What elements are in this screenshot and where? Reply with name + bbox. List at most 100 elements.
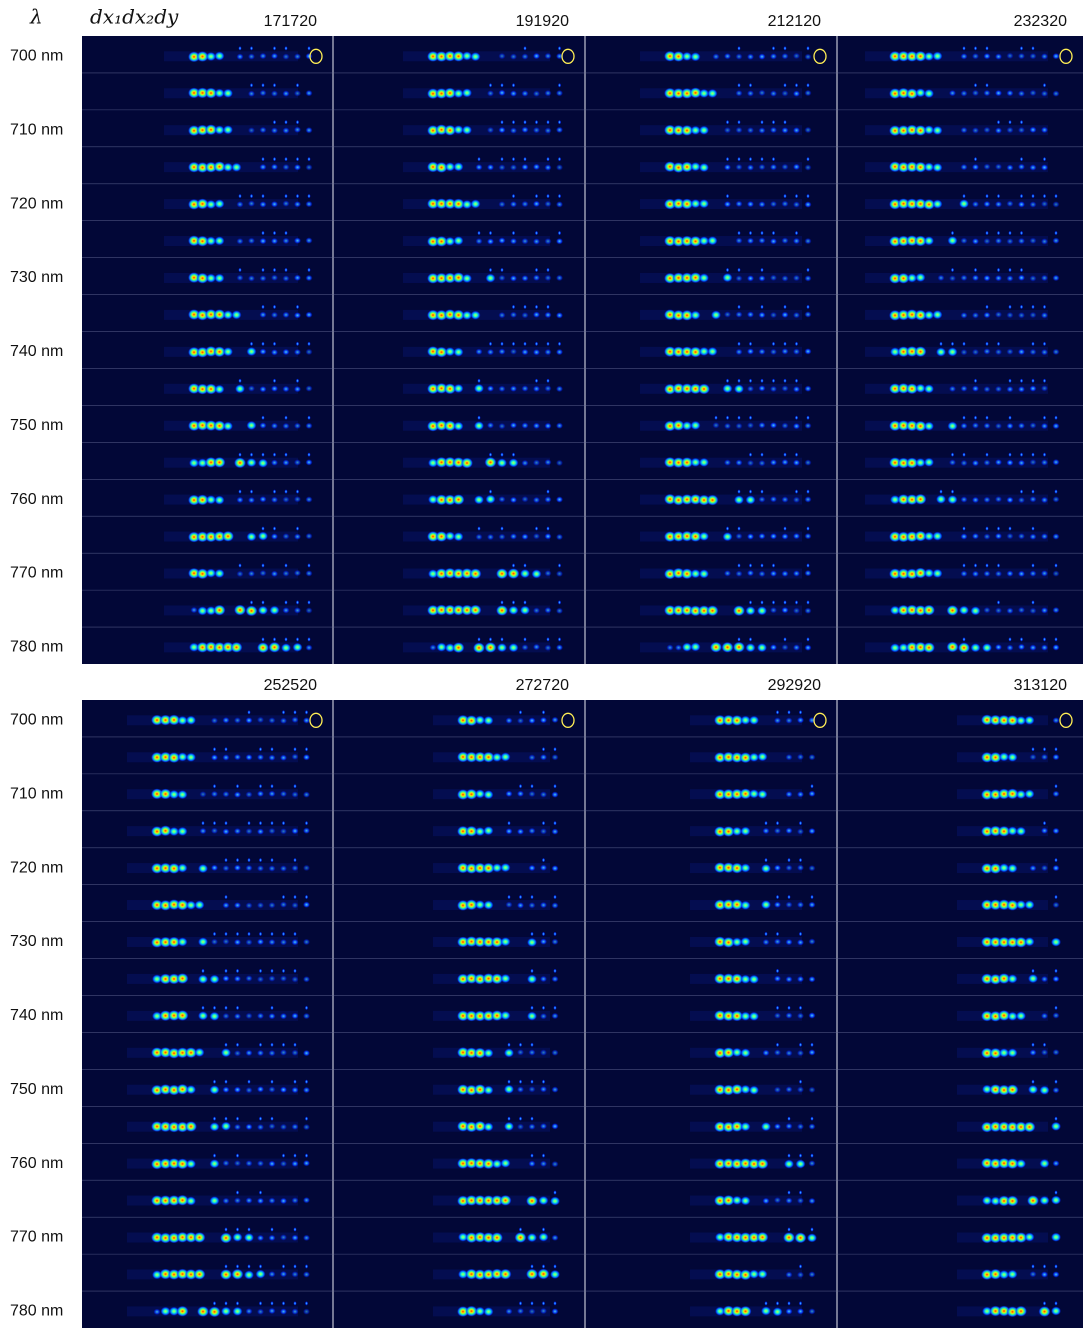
beam-spot <box>805 164 812 170</box>
beam-spot <box>1054 194 1057 198</box>
beam-spot <box>1018 644 1025 650</box>
beam-spot <box>761 900 771 909</box>
beam-spot <box>1054 1264 1057 1268</box>
beam-spot <box>776 1043 779 1047</box>
beam-spot <box>556 238 563 244</box>
beam-spot <box>475 716 485 725</box>
beam-spot <box>749 1086 759 1095</box>
beam-spot <box>971 643 981 652</box>
beam-spot <box>306 349 313 355</box>
beam-spot <box>501 974 511 983</box>
beam-spot <box>260 201 267 207</box>
beam-spot <box>250 194 253 198</box>
beam-spot <box>999 1048 1009 1057</box>
beam-spot <box>492 753 502 762</box>
beam-spot <box>522 90 529 96</box>
beam-spot <box>530 895 533 899</box>
beam-spot <box>280 828 287 834</box>
beam-spot <box>782 459 789 465</box>
beam-spot <box>307 637 310 641</box>
row-label: 700 nm <box>10 48 63 65</box>
beam-spot <box>776 1006 779 1010</box>
beam-spot <box>238 452 241 456</box>
beam-spot <box>691 569 701 578</box>
beam-spot <box>985 231 988 235</box>
beam-spot <box>522 201 529 207</box>
beam-spot <box>292 1013 299 1019</box>
beam-spot <box>256 1270 266 1279</box>
beam-spot <box>533 164 540 170</box>
beam-spot <box>806 305 809 309</box>
beam-spot <box>1018 238 1025 244</box>
beam-spot <box>760 489 763 493</box>
beam-spot <box>223 125 233 134</box>
beam-spot <box>271 423 278 429</box>
beam-spot <box>261 194 264 198</box>
beam-spot <box>726 379 729 383</box>
beam-spot <box>786 1272 793 1278</box>
figure: λ dx₁dx₂dy 171720191920212120232320700 n… <box>0 0 1083 1328</box>
beam-spot <box>558 46 561 50</box>
beam-spot <box>269 1123 276 1129</box>
beam-spot <box>787 1116 790 1120</box>
beam-spot <box>246 1197 253 1203</box>
beam-spot <box>761 1306 771 1315</box>
beam-spot <box>206 274 216 283</box>
beam-spot <box>732 1196 742 1205</box>
beam-spot <box>273 120 276 124</box>
beam-spot <box>961 53 968 59</box>
row-label: 720 nm <box>10 859 63 876</box>
beam-spot <box>293 1080 296 1084</box>
column-label: 171720 <box>264 13 317 30</box>
beam-spot <box>533 386 540 392</box>
beam-spot <box>510 53 517 59</box>
beam-spot <box>296 83 299 87</box>
beam-spot <box>924 458 934 467</box>
beam-spot <box>793 238 800 244</box>
beam-spot <box>774 1197 781 1203</box>
beam-spot <box>545 238 552 244</box>
beam-spot <box>972 460 979 466</box>
beam-spot <box>1041 976 1048 982</box>
row-label: 770 nm <box>10 565 63 582</box>
beam-spot <box>1031 1043 1034 1047</box>
beam-spot <box>260 238 267 244</box>
beam-spot <box>540 717 547 723</box>
beam-spot <box>1028 974 1038 983</box>
beam-spot <box>1054 1301 1057 1305</box>
beam-spot <box>999 752 1009 761</box>
beam-spot <box>542 821 545 825</box>
variable-label: dx₁dx₂dy <box>90 5 179 29</box>
beam-spot <box>294 90 301 96</box>
beam-spot <box>519 1227 522 1231</box>
beam-spot <box>533 497 540 503</box>
beam-spot <box>951 489 954 493</box>
beam-spot <box>445 347 455 356</box>
beam-spot <box>201 1006 204 1010</box>
beam-spot <box>1054 231 1057 235</box>
beam-spot <box>972 571 979 577</box>
beam-spot <box>782 607 789 613</box>
beam-spot <box>806 526 809 530</box>
beam-spot <box>1041 275 1048 281</box>
beam-spot <box>556 201 563 207</box>
beam-spot <box>749 379 752 383</box>
beam-spot <box>178 827 188 836</box>
beam-spot <box>1051 1306 1061 1315</box>
beam-spot <box>292 976 299 982</box>
beam-spot <box>747 460 754 466</box>
beam-spot <box>1030 570 1037 576</box>
beam-spot <box>1007 608 1014 614</box>
beam-spot <box>292 939 299 945</box>
beam-spot <box>1053 717 1060 723</box>
beam-spot <box>221 1122 231 1131</box>
beam-spot <box>546 194 549 198</box>
beam-spot <box>972 422 979 428</box>
beam-spot <box>259 1264 262 1268</box>
beam-spot <box>454 348 464 357</box>
beam-spot <box>1007 386 1014 392</box>
beam-spot <box>924 89 934 98</box>
beam-spot <box>810 1153 813 1157</box>
beam-spot <box>522 312 529 318</box>
beam-spot <box>809 902 816 908</box>
